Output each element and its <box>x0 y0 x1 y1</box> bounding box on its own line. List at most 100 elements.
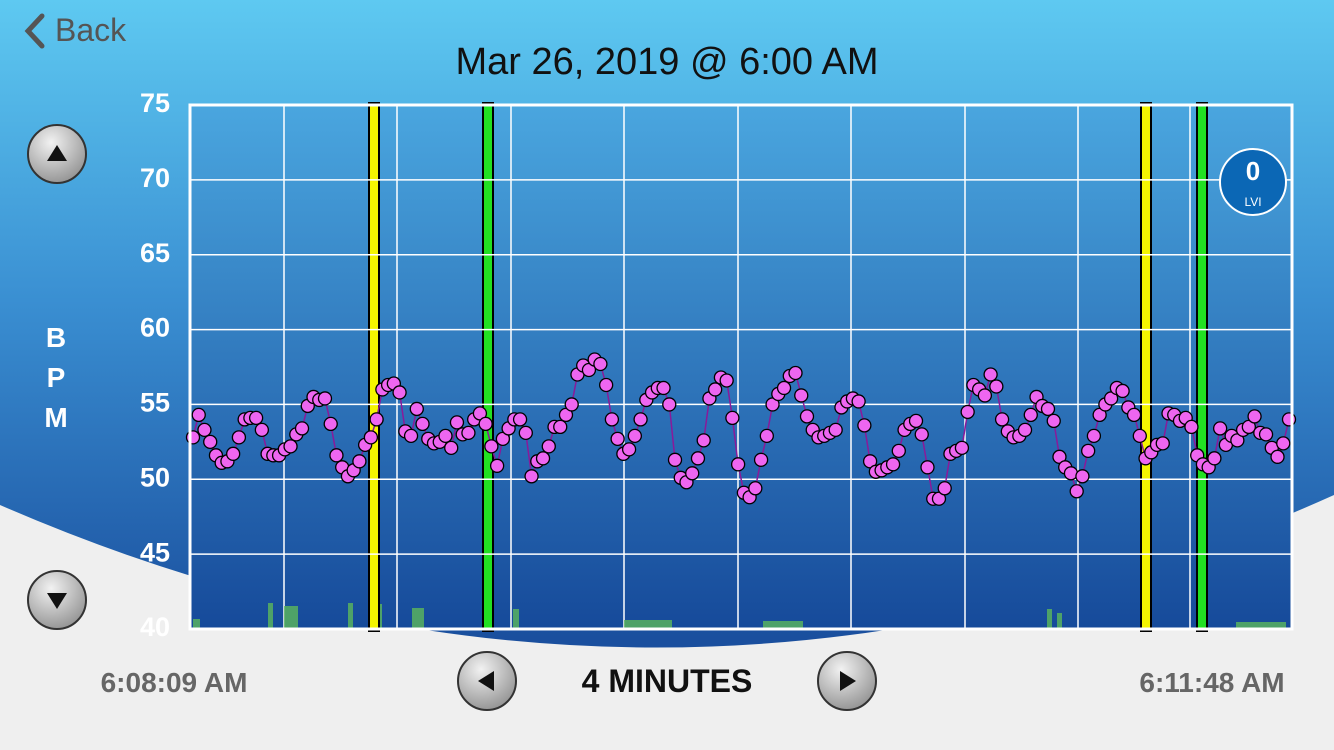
point <box>352 454 367 469</box>
point <box>461 425 476 441</box>
lvi-value: 0 <box>1246 156 1260 186</box>
point <box>248 410 264 426</box>
y-tick-label: 40 <box>140 612 170 642</box>
y-tick-label: 75 <box>140 88 170 118</box>
point <box>283 439 298 454</box>
event-markers <box>368 102 1208 632</box>
plot-area <box>190 105 1292 629</box>
point <box>828 422 843 438</box>
point <box>1212 421 1228 436</box>
back-chevron[interactable] <box>24 13 45 49</box>
point <box>478 416 493 432</box>
point <box>696 433 711 448</box>
point <box>541 439 556 454</box>
point <box>363 430 379 445</box>
point <box>438 428 453 444</box>
point <box>1081 443 1096 458</box>
point <box>759 428 774 444</box>
point <box>1270 449 1285 464</box>
point <box>1207 451 1222 466</box>
point <box>851 394 866 409</box>
point <box>203 434 218 450</box>
back-button[interactable]: Back <box>55 12 127 48</box>
y-tick-label: 65 <box>140 238 170 268</box>
point <box>564 397 579 412</box>
point <box>329 448 344 463</box>
point <box>627 428 642 444</box>
start-time: 6:08:09 AM <box>101 667 248 698</box>
point <box>685 466 700 481</box>
scroll-down-button[interactable] <box>27 570 87 630</box>
point <box>920 460 935 475</box>
end-time: 6:11:48 AM <box>1139 667 1284 698</box>
point <box>254 422 270 438</box>
point <box>403 428 419 444</box>
point <box>294 421 310 436</box>
point <box>725 410 740 426</box>
point <box>535 451 551 466</box>
point <box>185 430 201 445</box>
point <box>231 430 247 445</box>
bottom-panel <box>0 495 1334 750</box>
point <box>656 380 671 396</box>
point <box>989 379 1004 394</box>
point <box>553 419 568 435</box>
point <box>937 481 952 496</box>
point <box>1017 422 1033 438</box>
point <box>908 413 924 429</box>
point <box>1115 383 1130 399</box>
point <box>524 469 539 484</box>
point <box>954 440 970 455</box>
point <box>323 416 338 432</box>
point <box>914 427 929 442</box>
point <box>794 388 809 403</box>
y-tick-label: 45 <box>140 537 170 567</box>
point <box>690 451 706 466</box>
point <box>1258 427 1274 442</box>
point <box>489 458 505 473</box>
point <box>226 446 241 461</box>
point <box>1023 407 1038 423</box>
y-tick-label: 70 <box>140 163 170 193</box>
prev-button[interactable] <box>457 651 517 711</box>
point <box>719 373 734 388</box>
point <box>730 457 746 472</box>
point <box>891 443 906 458</box>
next-button[interactable] <box>817 651 877 711</box>
y-tick-label: 50 <box>140 462 170 492</box>
point <box>449 415 465 430</box>
point <box>748 481 763 496</box>
point <box>1069 484 1084 499</box>
point <box>409 401 424 417</box>
lvi-badge[interactable] <box>1219 148 1287 216</box>
point <box>960 404 975 420</box>
point <box>1046 413 1061 429</box>
point <box>518 425 533 441</box>
point <box>667 452 683 467</box>
point <box>317 391 333 406</box>
title: Mar 26, 2019 @ 6:00 AM <box>455 41 878 83</box>
point <box>1086 428 1102 444</box>
point <box>197 422 212 438</box>
y-tick-label: 60 <box>140 313 170 343</box>
point <box>392 385 407 400</box>
point <box>633 412 648 427</box>
point <box>983 367 998 382</box>
point <box>512 412 528 427</box>
point <box>191 407 206 423</box>
point <box>788 365 803 381</box>
scroll-up-button[interactable] <box>27 124 87 184</box>
point <box>662 397 677 412</box>
point <box>444 440 459 455</box>
y-axis-label: BPM <box>44 322 68 433</box>
point <box>1040 401 1056 417</box>
point <box>1276 436 1291 451</box>
point <box>621 442 637 457</box>
point <box>1184 419 1199 435</box>
point <box>994 412 1010 427</box>
point <box>776 380 792 396</box>
point <box>708 382 723 397</box>
point <box>857 418 872 433</box>
lvi-label: LVI <box>1244 195 1261 209</box>
